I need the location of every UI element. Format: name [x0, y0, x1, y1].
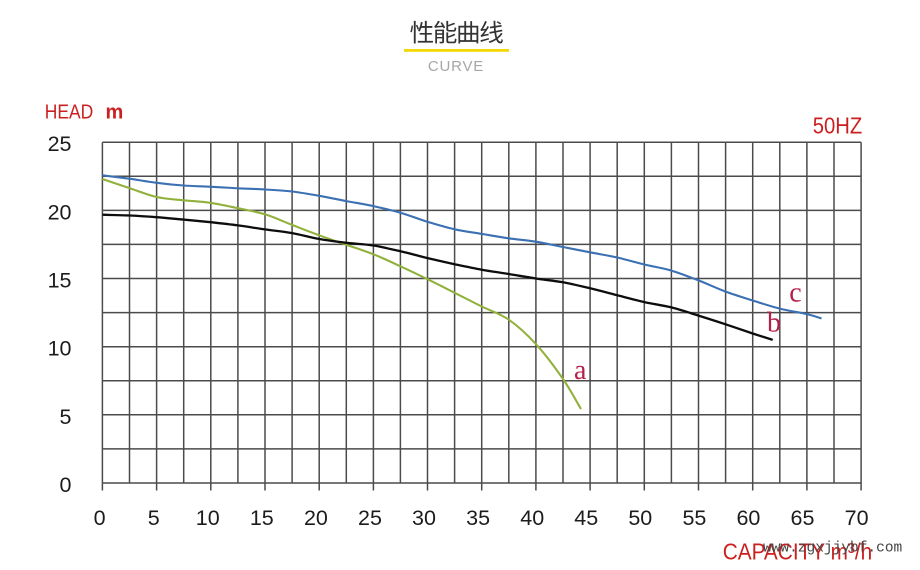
- svg-text:5: 5: [148, 506, 160, 530]
- svg-text:25: 25: [358, 506, 382, 530]
- svg-text:50: 50: [628, 506, 652, 530]
- svg-text:30: 30: [412, 506, 436, 530]
- svg-text:CURVE: CURVE: [428, 58, 484, 75]
- svg-text:m: m: [106, 102, 124, 124]
- svg-text:45: 45: [574, 506, 598, 530]
- svg-text:0: 0: [94, 506, 106, 530]
- svg-text:20: 20: [304, 506, 328, 530]
- svg-text:b: b: [767, 308, 781, 339]
- svg-text:40: 40: [520, 506, 544, 530]
- svg-text:CAPACITY m³/h: CAPACITY m³/h: [723, 539, 873, 565]
- svg-text:35: 35: [466, 506, 490, 530]
- svg-text:20: 20: [48, 200, 72, 224]
- svg-text:70: 70: [845, 506, 869, 530]
- svg-text:65: 65: [791, 506, 815, 530]
- svg-text:0: 0: [60, 473, 72, 497]
- svg-text:10: 10: [196, 506, 220, 530]
- svg-text:c: c: [789, 278, 801, 309]
- svg-text:www.zgxjjybf.com: www.zgxjjybf.com: [763, 541, 902, 557]
- svg-text:60: 60: [736, 506, 760, 530]
- svg-text:HEAD: HEAD: [45, 102, 94, 124]
- svg-text:15: 15: [250, 506, 274, 530]
- svg-text:55: 55: [682, 506, 706, 530]
- svg-text:15: 15: [48, 269, 72, 293]
- svg-text:a: a: [574, 355, 587, 386]
- svg-text:50HZ: 50HZ: [813, 113, 863, 139]
- svg-text:10: 10: [48, 337, 72, 361]
- svg-text:25: 25: [48, 132, 72, 156]
- svg-text:5: 5: [60, 405, 72, 429]
